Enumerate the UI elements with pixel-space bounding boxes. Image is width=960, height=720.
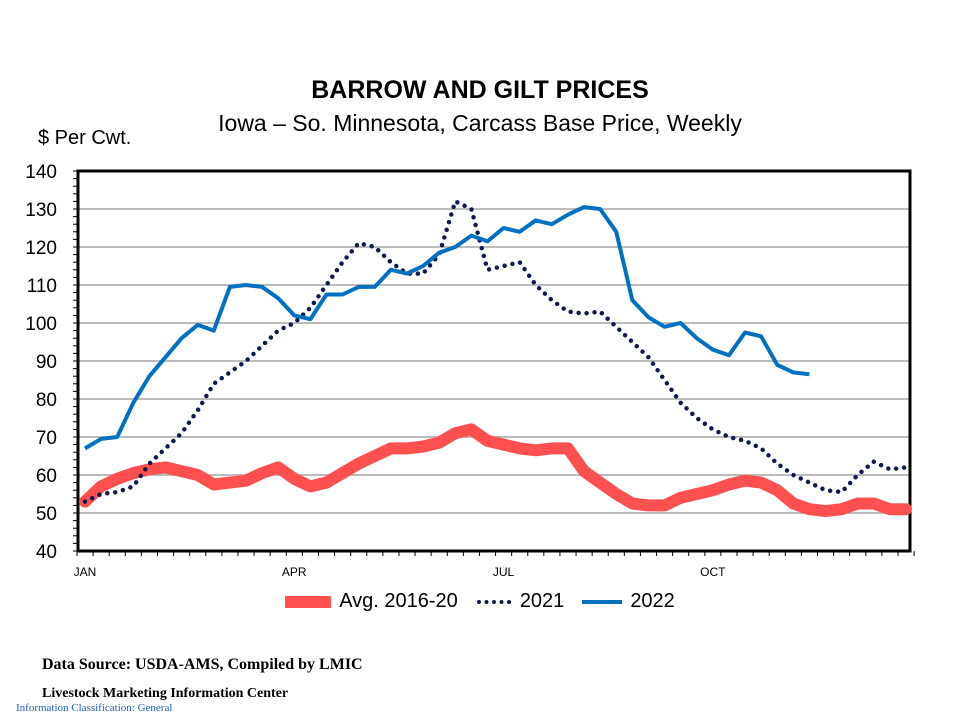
y-tick-label: 100 xyxy=(25,314,57,335)
series-line-2022 xyxy=(83,205,810,451)
series-line-2021 xyxy=(82,198,909,504)
x-tick-label: OCT xyxy=(700,565,726,579)
y-tick-label: 80 xyxy=(36,390,57,411)
classification: Information Classification: General xyxy=(16,702,173,714)
chart-subtitle: Iowa – So. Minnesota, Carcass Base Price… xyxy=(218,110,742,136)
x-tick-label: APR xyxy=(282,565,307,579)
legend-label-2021: 2021 xyxy=(519,590,565,612)
y-tick-label: 130 xyxy=(25,200,57,221)
legend-swatch-2022 xyxy=(582,599,623,604)
y-tick-label: 90 xyxy=(36,352,57,373)
y-tick-label: 110 xyxy=(27,276,57,297)
data-source: Data Source: USDA-AMS, Compiled by LMIC xyxy=(42,656,363,673)
legend-label-2022: 2022 xyxy=(630,590,675,612)
legend-swatch-avg xyxy=(285,595,332,608)
legend: Avg. 2016-20 2021 2022 xyxy=(0,590,960,613)
y-tick-label: 140 xyxy=(25,162,57,183)
legend-label-avg: Avg. 2016-20 xyxy=(339,590,458,612)
y-tick-label: 40 xyxy=(36,542,57,563)
legend-item-avg: Avg. 2016-20 xyxy=(285,590,458,613)
legend-item-2022: 2022 xyxy=(582,590,675,613)
legend-item-2021: 2021 xyxy=(476,590,565,613)
legend-swatch-2021 xyxy=(476,599,512,604)
y-tick-label: 70 xyxy=(36,428,57,449)
x-tick-label: JUL xyxy=(493,565,515,579)
x-tick-label: JAN xyxy=(74,565,97,579)
y-tick-label: 120 xyxy=(25,238,57,259)
y-tick-label: 60 xyxy=(36,466,57,487)
chart-title: BARROW AND GILT PRICES xyxy=(311,76,649,104)
y-tick-label: 50 xyxy=(36,504,57,525)
plot-border xyxy=(76,169,912,553)
series-line-avg-2016-20 xyxy=(79,423,912,518)
organization: Livestock Marketing Information Center xyxy=(42,686,289,701)
y-axis-label: $ Per Cwt. xyxy=(38,127,132,149)
